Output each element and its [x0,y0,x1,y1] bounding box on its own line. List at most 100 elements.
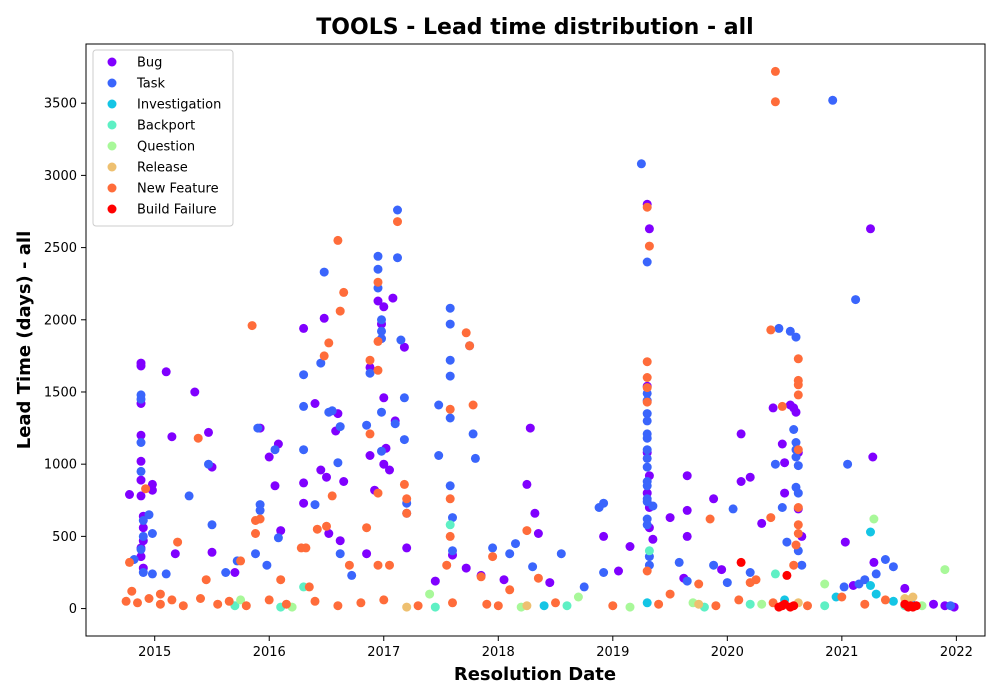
point-new-feature-12 [335,306,345,316]
point-bug-13 [125,490,134,499]
point-new-feature-0 [770,66,780,76]
point-task-55 [434,400,444,410]
point-investigation-7 [539,601,549,611]
point-bug-24 [264,452,274,462]
point-task-109 [791,332,801,342]
point-new-feature-35 [322,521,331,531]
point-new-feature-33 [301,543,311,553]
y-tick-label: 0 [69,602,77,617]
point-bug-70 [644,224,654,234]
point-new-feature-49 [777,401,787,411]
point-backport-0 [644,546,654,556]
point-task-113 [791,452,801,462]
point-task-87 [642,462,652,472]
point-bug-65 [545,578,555,588]
point-task-76 [599,568,609,577]
legend-label-bug: Bug [137,56,162,71]
point-task-23 [270,445,280,455]
point-task-100 [722,578,732,588]
point-question-11 [625,602,635,612]
legend-marker-release [107,162,117,172]
point-new-feature-105 [803,601,812,611]
point-task-104 [774,323,784,333]
point-task-35 [335,549,345,559]
point-new-feature-36 [327,491,337,501]
point-bug-99 [840,537,850,547]
point-new-feature-102 [654,599,664,609]
legend-label-new-feature: New Feature [137,182,219,197]
point-bug-105 [929,599,938,609]
point-task-18 [251,549,260,559]
point-new-feature-85 [178,601,188,611]
legend: Bug Task Investigation Backport Question Rele… [92,49,234,227]
point-bug-16 [161,367,171,377]
point-bug-31 [299,498,309,508]
point-new-feature-5 [642,373,652,382]
point-new-feature-6 [642,383,652,393]
point-task-62 [445,481,455,491]
point-bug-95 [791,407,801,417]
point-task-108 [789,425,799,434]
point-bug-34 [316,465,326,475]
point-new-feature-61 [705,514,715,524]
point-task-29 [316,358,326,368]
point-bug-26 [270,481,280,491]
point-bug-3 [136,430,146,440]
point-bug-35 [322,472,331,482]
point-bug-84 [717,565,727,575]
point-task-56 [434,451,444,460]
point-task-126 [888,562,898,572]
series-release [402,592,918,612]
point-build-failure-5 [789,601,799,611]
point-bug-15 [147,485,157,495]
y-tick-label: 3500 [44,97,77,112]
point-task-117 [797,560,807,570]
point-bug-27 [276,526,286,536]
point-bug-41 [362,549,372,559]
point-task-69 [505,549,515,559]
point-task-64 [448,546,457,556]
point-task-15 [207,520,217,530]
point-task-13 [184,491,194,501]
point-new-feature-83 [155,599,165,609]
point-new-feature-4 [642,357,652,367]
point-task-5 [138,531,148,541]
point-new-feature-25 [445,531,455,541]
y-axis-label: Lead Time (days) - all [14,231,35,450]
legend-marker-bug [107,57,117,67]
point-task-47 [390,419,400,429]
point-task-3 [136,466,146,476]
point-new-feature-75 [665,589,675,599]
point-bug-56 [430,576,440,586]
x-axis-label: Resolution Date [454,664,616,685]
point-bug-104 [900,583,910,593]
point-task-26 [299,401,309,411]
legend-marker-task [107,78,117,88]
legend-label-investigation: Investigation [137,98,221,113]
point-new-feature-31 [251,529,260,538]
point-new-feature-19 [365,429,375,439]
data-points [121,66,959,612]
x-tick-label: 2016 [253,645,286,660]
point-task-120 [843,459,853,469]
legend-marker-question [107,141,117,151]
point-task-78 [642,257,652,267]
point-bug-81 [682,505,692,515]
series-investigation [539,527,898,611]
point-new-feature-71 [304,582,314,592]
point-task-85 [642,445,652,455]
point-task-98 [682,576,692,586]
point-question-2 [820,579,830,589]
point-question-0 [869,514,879,524]
point-new-feature-48 [766,325,776,335]
point-investigation-0 [866,527,875,537]
point-new-feature-92 [310,596,320,606]
point-task-42 [377,315,386,325]
point-release-2 [908,592,918,602]
point-new-feature-88 [224,596,234,606]
point-new-feature-20 [461,328,471,338]
point-backport-1 [445,520,455,530]
point-task-70 [511,539,520,549]
point-new-feature-94 [356,598,366,608]
